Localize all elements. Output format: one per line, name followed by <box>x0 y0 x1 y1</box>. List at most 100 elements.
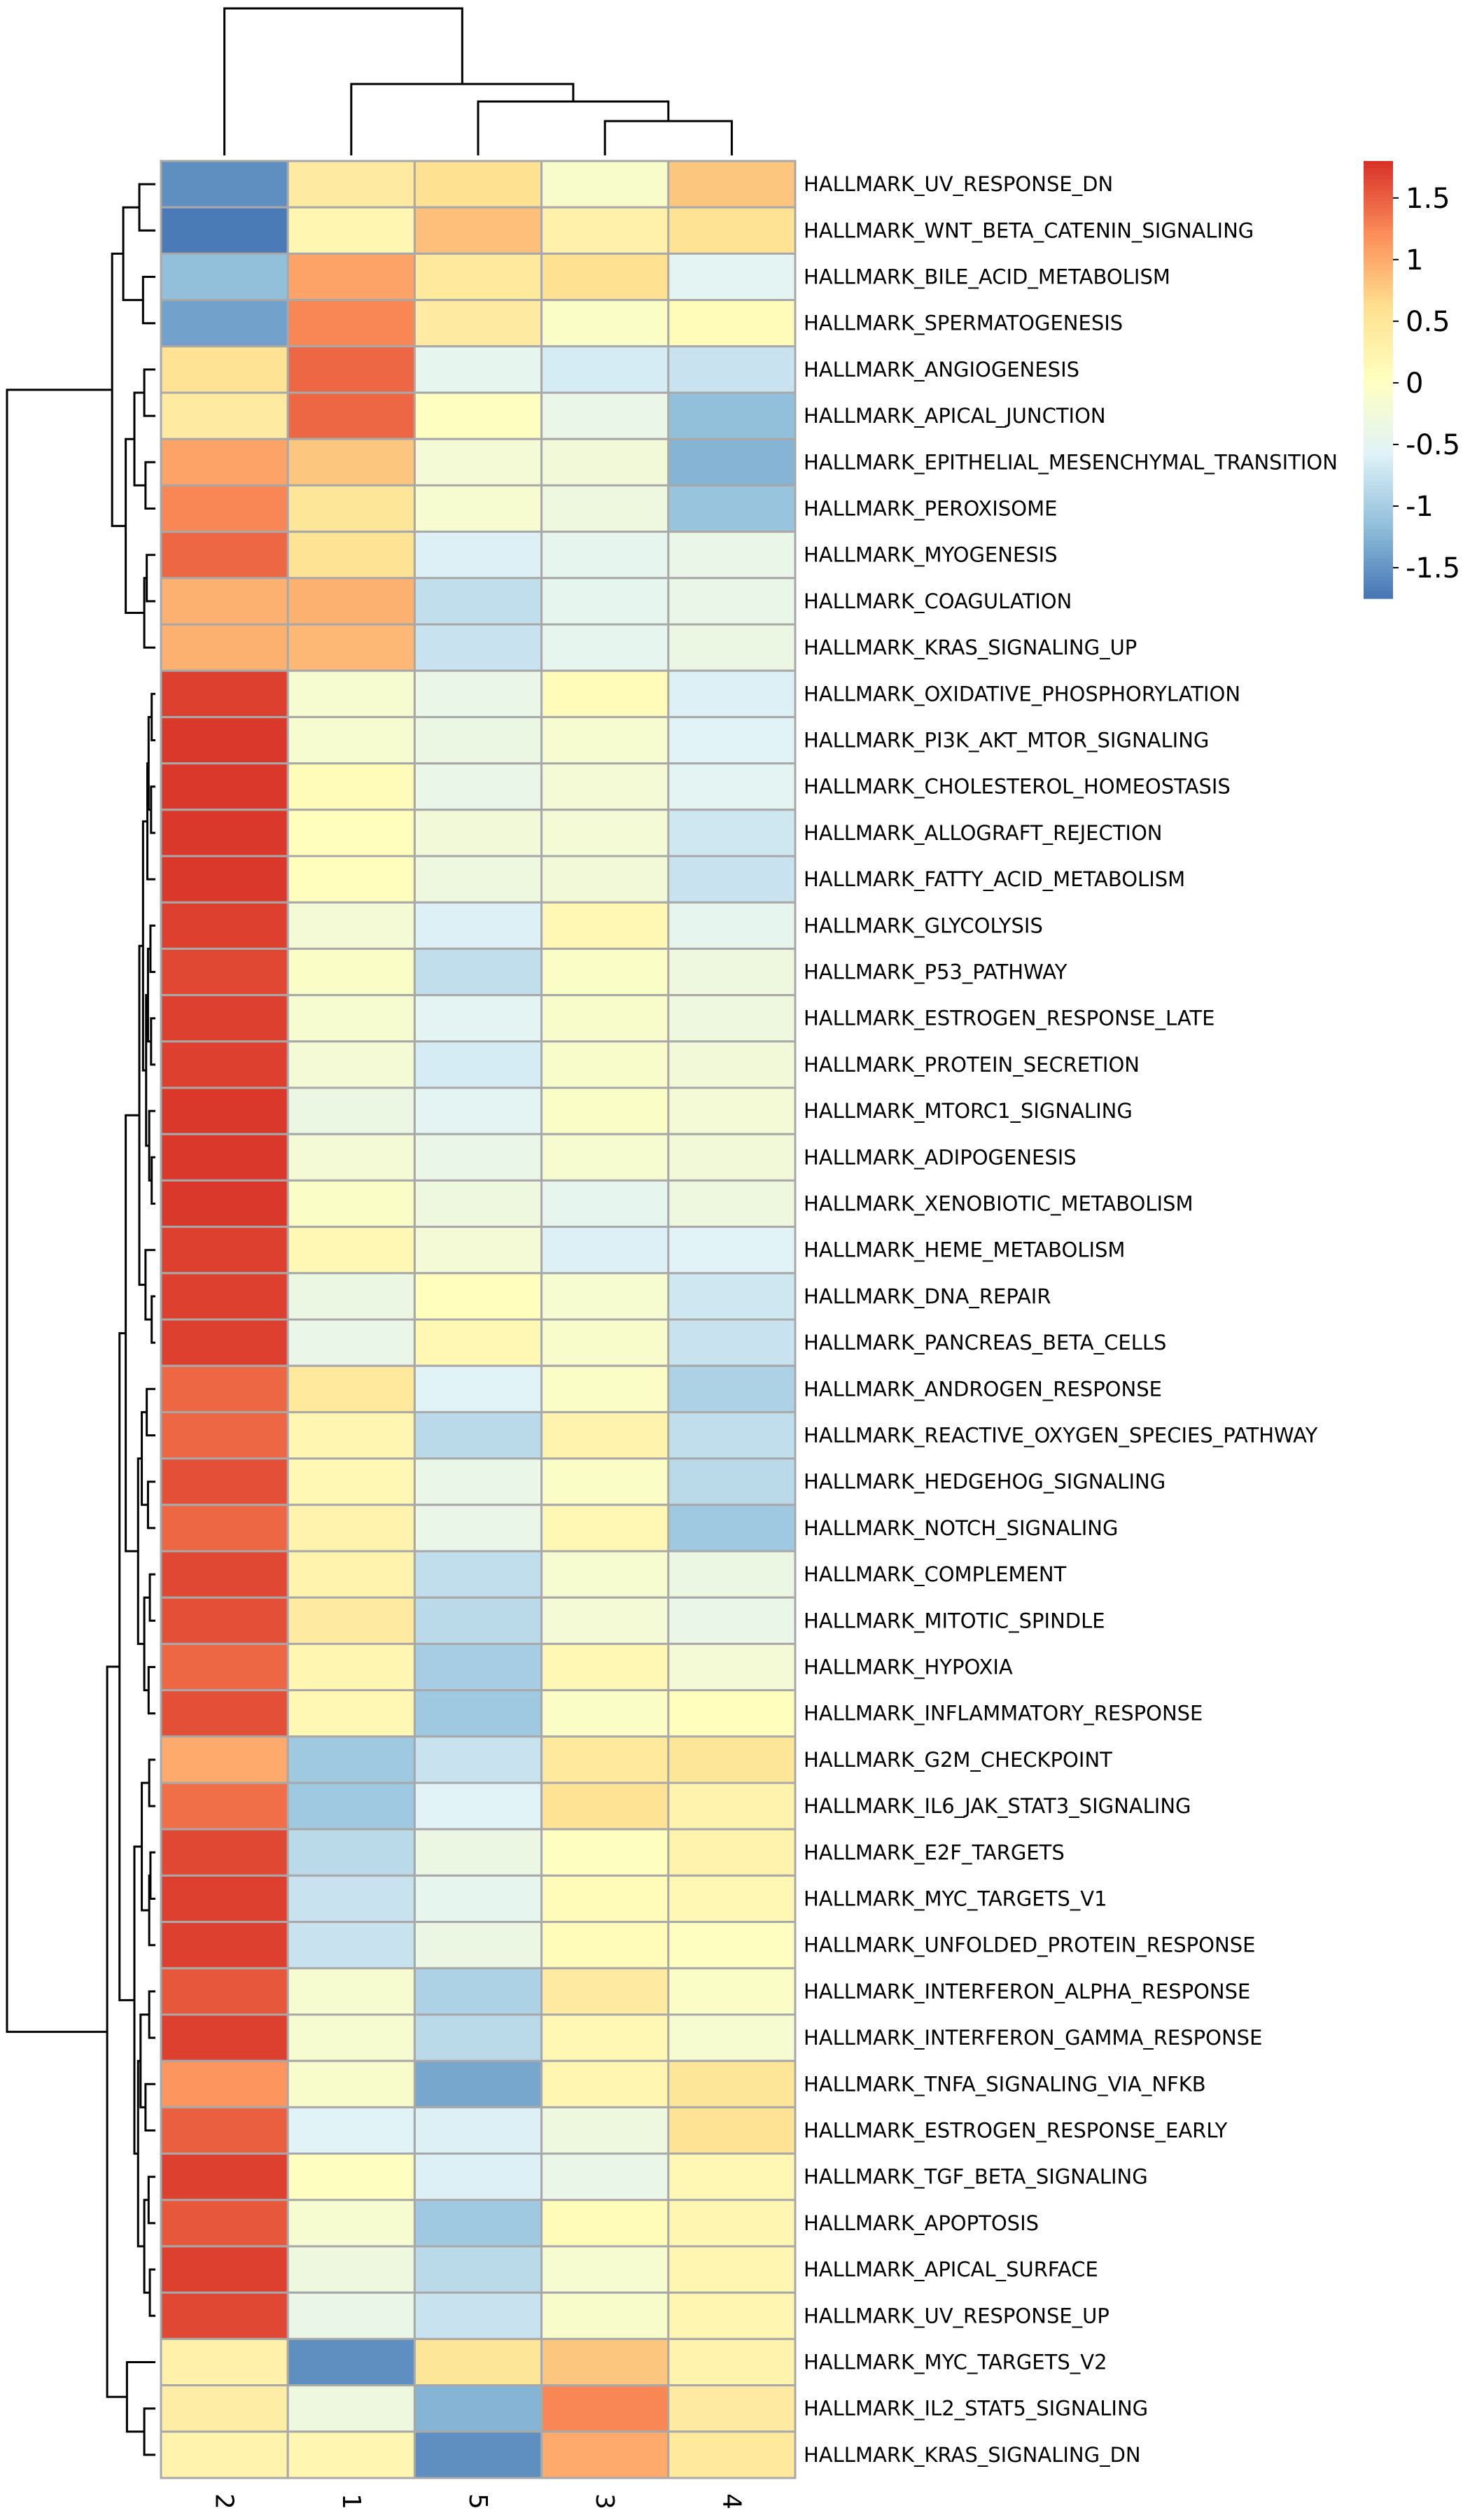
colorbar-segment <box>1364 368 1393 373</box>
heatmap-cell <box>540 1782 670 1830</box>
dendrogram-link <box>150 692 155 741</box>
heatmap-cell <box>413 2245 543 2294</box>
colorbar-segment <box>1364 376 1393 381</box>
dendrogram-link <box>118 1332 134 2001</box>
heatmap-cell <box>160 2152 289 2202</box>
colorbar-segment <box>1364 485 1393 490</box>
heatmap-cell <box>160 1828 289 1877</box>
heatmap-cell <box>286 901 416 950</box>
colorbar-segment <box>1364 259 1393 264</box>
row-label: HALLMARK_OXIDATIVE_PHOSPHORYLATION <box>804 682 1240 706</box>
row-label: HALLMARK_ESTROGEN_RESPONSE_EARLY <box>804 2119 1228 2143</box>
dendrogram-link <box>141 276 155 325</box>
heatmap-cell <box>160 1272 289 1321</box>
heatmap-cell <box>160 1967 289 2016</box>
heatmap-cell <box>667 1550 797 1599</box>
heatmap-cell <box>413 2199 543 2248</box>
colorbar-segment <box>1364 168 1393 173</box>
colorbar-segment <box>1364 230 1393 234</box>
row-label: HALLMARK_MYOGENESIS <box>804 543 1058 567</box>
colorbar-segment <box>1364 452 1393 457</box>
dendrogram-link <box>146 1480 155 1530</box>
colorbar-segment <box>1364 241 1393 246</box>
heatmap-cell <box>413 808 543 858</box>
dendrogram-link <box>141 1782 150 1912</box>
heatmap-cell <box>160 484 289 533</box>
heatmap-cell <box>413 2291 543 2340</box>
heatmap-cell <box>160 994 289 1043</box>
colorbar-segment <box>1364 262 1393 267</box>
heatmap-cell <box>286 577 416 626</box>
colorbar-segment <box>1364 226 1393 231</box>
heatmap-cell <box>286 1550 416 1599</box>
colorbar-segment <box>1364 172 1393 176</box>
colorbar-segment <box>1364 467 1393 472</box>
colorbar-segment <box>1364 587 1393 592</box>
heatmap-cell <box>413 1596 543 1645</box>
colorbar-segment <box>1364 503 1393 508</box>
colorbar-segment <box>1364 424 1393 428</box>
heatmap-cell <box>413 1364 543 1413</box>
row-label: HALLMARK_SPERMATOGENESIS <box>804 312 1123 335</box>
colorbar-segment <box>1364 190 1393 195</box>
colorbar-segment <box>1364 594 1393 599</box>
row-label: HALLMARK_E2F_TARGETS <box>804 1840 1065 1864</box>
row-label: HALLMARK_REACTIVE_OXYGEN_SPECIES_PATHWAY <box>804 1424 1318 1448</box>
dendrogram-link <box>133 391 146 486</box>
heatmap-cell <box>160 1364 289 1413</box>
colorbar-segment <box>1364 216 1393 220</box>
heatmap-cell <box>667 1874 797 1924</box>
heatmap-cell <box>540 994 670 1043</box>
row-label: HALLMARK_UNFOLDED_PROTEIN_RESPONSE <box>804 1933 1255 1957</box>
row-label: HALLMARK_IL2_STAT5_SIGNALING <box>804 2397 1148 2421</box>
row-label: HALLMARK_PEROXISOME <box>804 497 1057 521</box>
heatmap-cell <box>413 484 543 533</box>
colorbar-segment <box>1364 365 1393 370</box>
dendrogram-link <box>150 1156 155 1205</box>
heatmap-cell <box>413 1782 543 1830</box>
heatmap-cell <box>160 531 289 580</box>
dendrogram-link <box>603 120 733 155</box>
heatmap-cell <box>667 252 797 302</box>
colorbar-tick-label: 0.5 <box>1406 306 1450 338</box>
heatmap-cell <box>667 1504 797 1553</box>
colorbar-segment <box>1364 478 1393 482</box>
heatmap-cell <box>286 1179 416 1228</box>
heatmap-cell <box>413 438 543 486</box>
heatmap-cell <box>160 1133 289 1182</box>
heatmap-cell <box>286 531 416 580</box>
row-label: HALLMARK_EPITHELIAL_MESENCHYMAL_TRANSITI… <box>804 450 1338 474</box>
colorbar-segment <box>1364 343 1393 348</box>
colorbar-segment <box>1364 460 1393 464</box>
colorbar-segment <box>1364 427 1393 432</box>
colorbar-segment <box>1364 288 1393 293</box>
colorbar-segment <box>1364 193 1393 198</box>
colorbar-segment <box>1364 551 1393 556</box>
dendrogram-link <box>136 1457 145 1645</box>
heatmap-cell <box>540 947 670 997</box>
heatmap-cell <box>540 1318 670 1367</box>
colorbar-segment <box>1364 576 1393 581</box>
colorbar-segment <box>1364 303 1393 307</box>
heatmap-cell <box>540 2059 670 2108</box>
heatmap-cell <box>160 160 289 209</box>
heatmap-cell <box>286 206 416 255</box>
heatmap-cell <box>160 1504 289 1553</box>
colorbar-segment <box>1364 554 1393 559</box>
row-label: HALLMARK_HYPOXIA <box>804 1656 1013 1679</box>
colorbar-segment <box>1364 456 1393 461</box>
colorbar-segment <box>1364 445 1393 450</box>
column-label: 3 <box>590 2493 619 2510</box>
heatmap-cell <box>286 1226 416 1275</box>
heatmap-cell <box>286 1921 416 1970</box>
dendrogram-link <box>150 785 155 834</box>
heatmap-cell <box>160 2291 289 2340</box>
row-label: HALLMARK_PI3K_AKT_MTOR_SIGNALING <box>804 729 1209 752</box>
row-label: HALLMARK_MYC_TARGETS_V1 <box>804 1887 1107 1911</box>
colorbar-segment <box>1364 405 1393 410</box>
heatmap-cell <box>160 2384 289 2433</box>
colorbar-segment <box>1364 299 1393 304</box>
dendrogram-link <box>150 1017 155 1066</box>
row-label: HALLMARK_HEDGEHOG_SIGNALING <box>804 1470 1166 1494</box>
heatmap-cell <box>540 1504 670 1553</box>
